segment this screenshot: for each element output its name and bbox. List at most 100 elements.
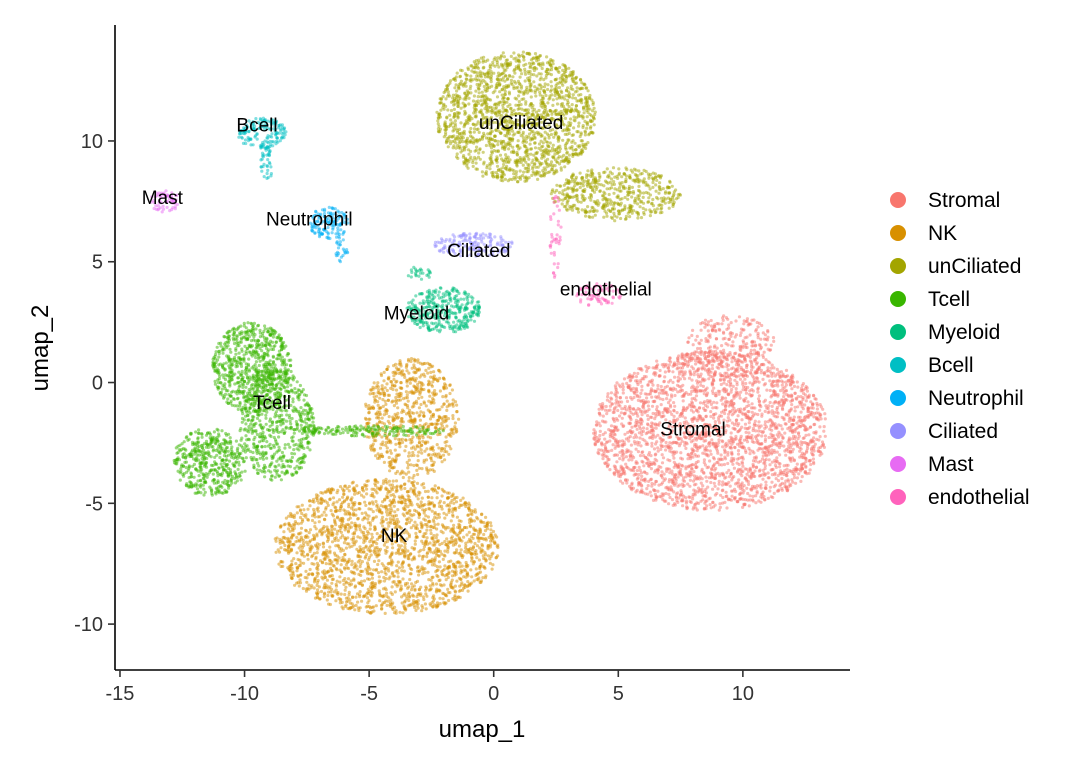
point [795,467,799,471]
point [651,498,656,502]
point [695,508,699,512]
point [374,568,378,572]
point [441,489,445,493]
point [738,468,742,472]
point [288,568,292,572]
point [624,455,629,459]
point [659,443,663,447]
point [703,356,707,360]
point [795,421,799,425]
point [312,537,316,542]
point [452,523,456,528]
point [812,415,816,419]
point [436,539,440,543]
point [401,565,405,569]
point [451,529,456,534]
point [384,486,388,490]
point [680,356,684,360]
point [615,460,619,464]
point [708,459,712,463]
point [387,503,392,507]
point [788,449,793,454]
point [478,566,482,571]
point [397,566,402,570]
point [738,333,743,338]
point [726,353,730,357]
point [659,384,663,389]
point [662,472,666,476]
point [358,528,362,532]
point [357,581,361,585]
point [365,610,370,614]
point [370,586,374,591]
point [754,343,758,347]
point [618,404,622,408]
point [735,470,740,474]
point [694,409,699,413]
point [708,431,712,435]
point [646,404,651,408]
point [772,410,777,415]
point [454,500,459,504]
point [364,554,368,559]
point [716,389,721,393]
point [462,535,466,539]
point [683,372,687,376]
point [748,448,752,452]
point [436,568,440,572]
point [712,379,716,383]
point [739,491,743,495]
point [635,468,640,473]
point [603,431,607,435]
point [621,391,625,395]
point [804,433,808,437]
point [708,444,712,448]
point [722,331,726,335]
point [804,460,808,464]
point [784,453,788,457]
point [414,608,418,613]
point [675,435,679,439]
point [801,441,805,445]
point [812,423,816,427]
point [452,501,456,505]
point [663,477,668,481]
point [618,385,623,389]
point [715,461,719,465]
point [607,428,611,432]
point [760,442,764,446]
point [433,549,437,553]
point [787,409,791,413]
point [729,446,734,450]
point [729,321,733,325]
point [621,385,625,389]
point [420,496,424,500]
point [351,595,355,599]
point [274,550,278,554]
point [778,462,782,466]
point [325,501,329,505]
point [624,462,628,466]
point [768,463,772,467]
point [760,412,764,416]
point [632,440,637,444]
point [496,554,500,558]
point [733,335,737,339]
point [598,424,602,428]
point [770,468,774,472]
point [736,424,740,428]
point [620,416,624,420]
point [691,507,695,511]
point [681,414,685,418]
point [684,499,689,503]
point [326,538,330,542]
point [699,328,703,332]
point [780,383,784,387]
point [604,447,608,451]
point [432,520,436,524]
point [738,396,742,400]
point [694,454,699,458]
point [704,403,708,407]
point [708,449,712,453]
point [621,388,625,392]
